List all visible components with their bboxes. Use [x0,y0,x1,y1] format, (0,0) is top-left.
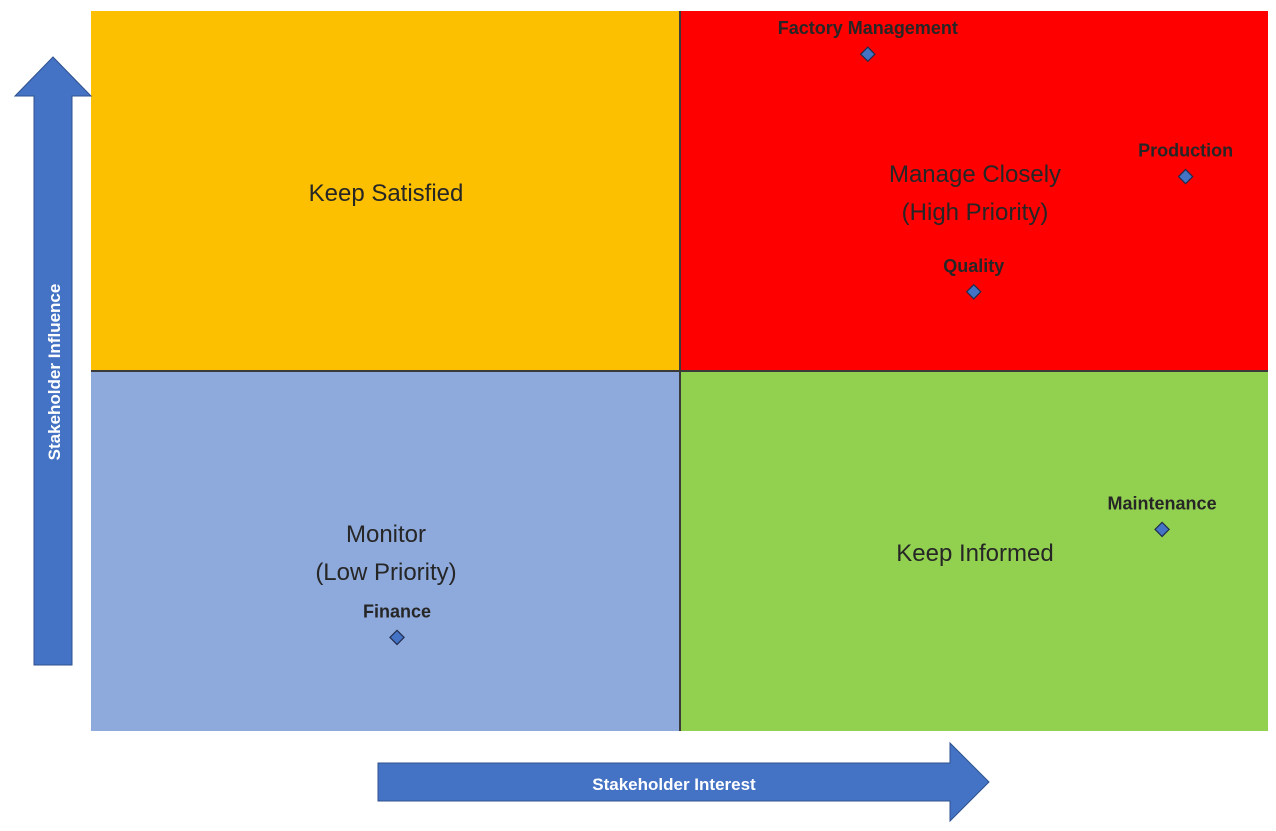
point-marker-maintenance [1154,521,1170,538]
data-point-factory-management: Factory Management [778,18,958,63]
data-point-finance: Finance [363,601,431,646]
y-axis-arrow-shape [13,56,93,666]
x-axis-arrow: Stakeholder Interest [377,741,990,823]
quadrant-label-manage-closely: (High Priority) [902,199,1049,226]
quadrant-label-keep-informed: Keep Informed [896,540,1053,567]
quadrant-monitor [91,371,680,731]
divider-layer [91,11,1268,731]
y-axis-arrow: Stakeholder Influence [13,56,93,666]
quadrant-keep-satisfied [91,11,680,371]
point-marker-factory-management [859,46,876,63]
quadrant-label-monitor: (Low Priority) [315,559,456,586]
quadrant-layer [91,11,1268,731]
quadrant-label-layer: Keep Satisfied Manage Closely (High Priori… [309,161,1061,586]
point-marker-production [1177,168,1194,185]
point-label-factory-management: Factory Management [778,18,958,38]
point-marker-finance [389,629,405,646]
point-label-quality: Quality [943,256,1004,276]
quadrant-label-manage-closely: Manage Closely [889,161,1061,188]
point-label-finance: Finance [363,601,431,621]
y-axis-label: Stakeholder Influence [45,284,64,461]
x-axis-arrow-shape [377,741,990,823]
quadrant-label-keep-satisfied: Keep Satisfied [309,180,464,207]
point-label-maintenance: Maintenance [1108,493,1217,513]
quadrant-keep-informed [680,371,1268,731]
point-layer: Factory Management Production Quality Maint… [363,18,1233,646]
point-label-production: Production [1138,141,1233,161]
data-point-maintenance: Maintenance [1108,493,1217,538]
point-marker-quality [965,283,982,300]
quadrant-label-monitor: Monitor [346,521,426,548]
quadrant-manage-closely [680,11,1268,371]
data-point-quality: Quality [943,256,1004,300]
x-axis-label: Stakeholder Interest [592,775,756,794]
data-point-production: Production [1138,141,1233,185]
